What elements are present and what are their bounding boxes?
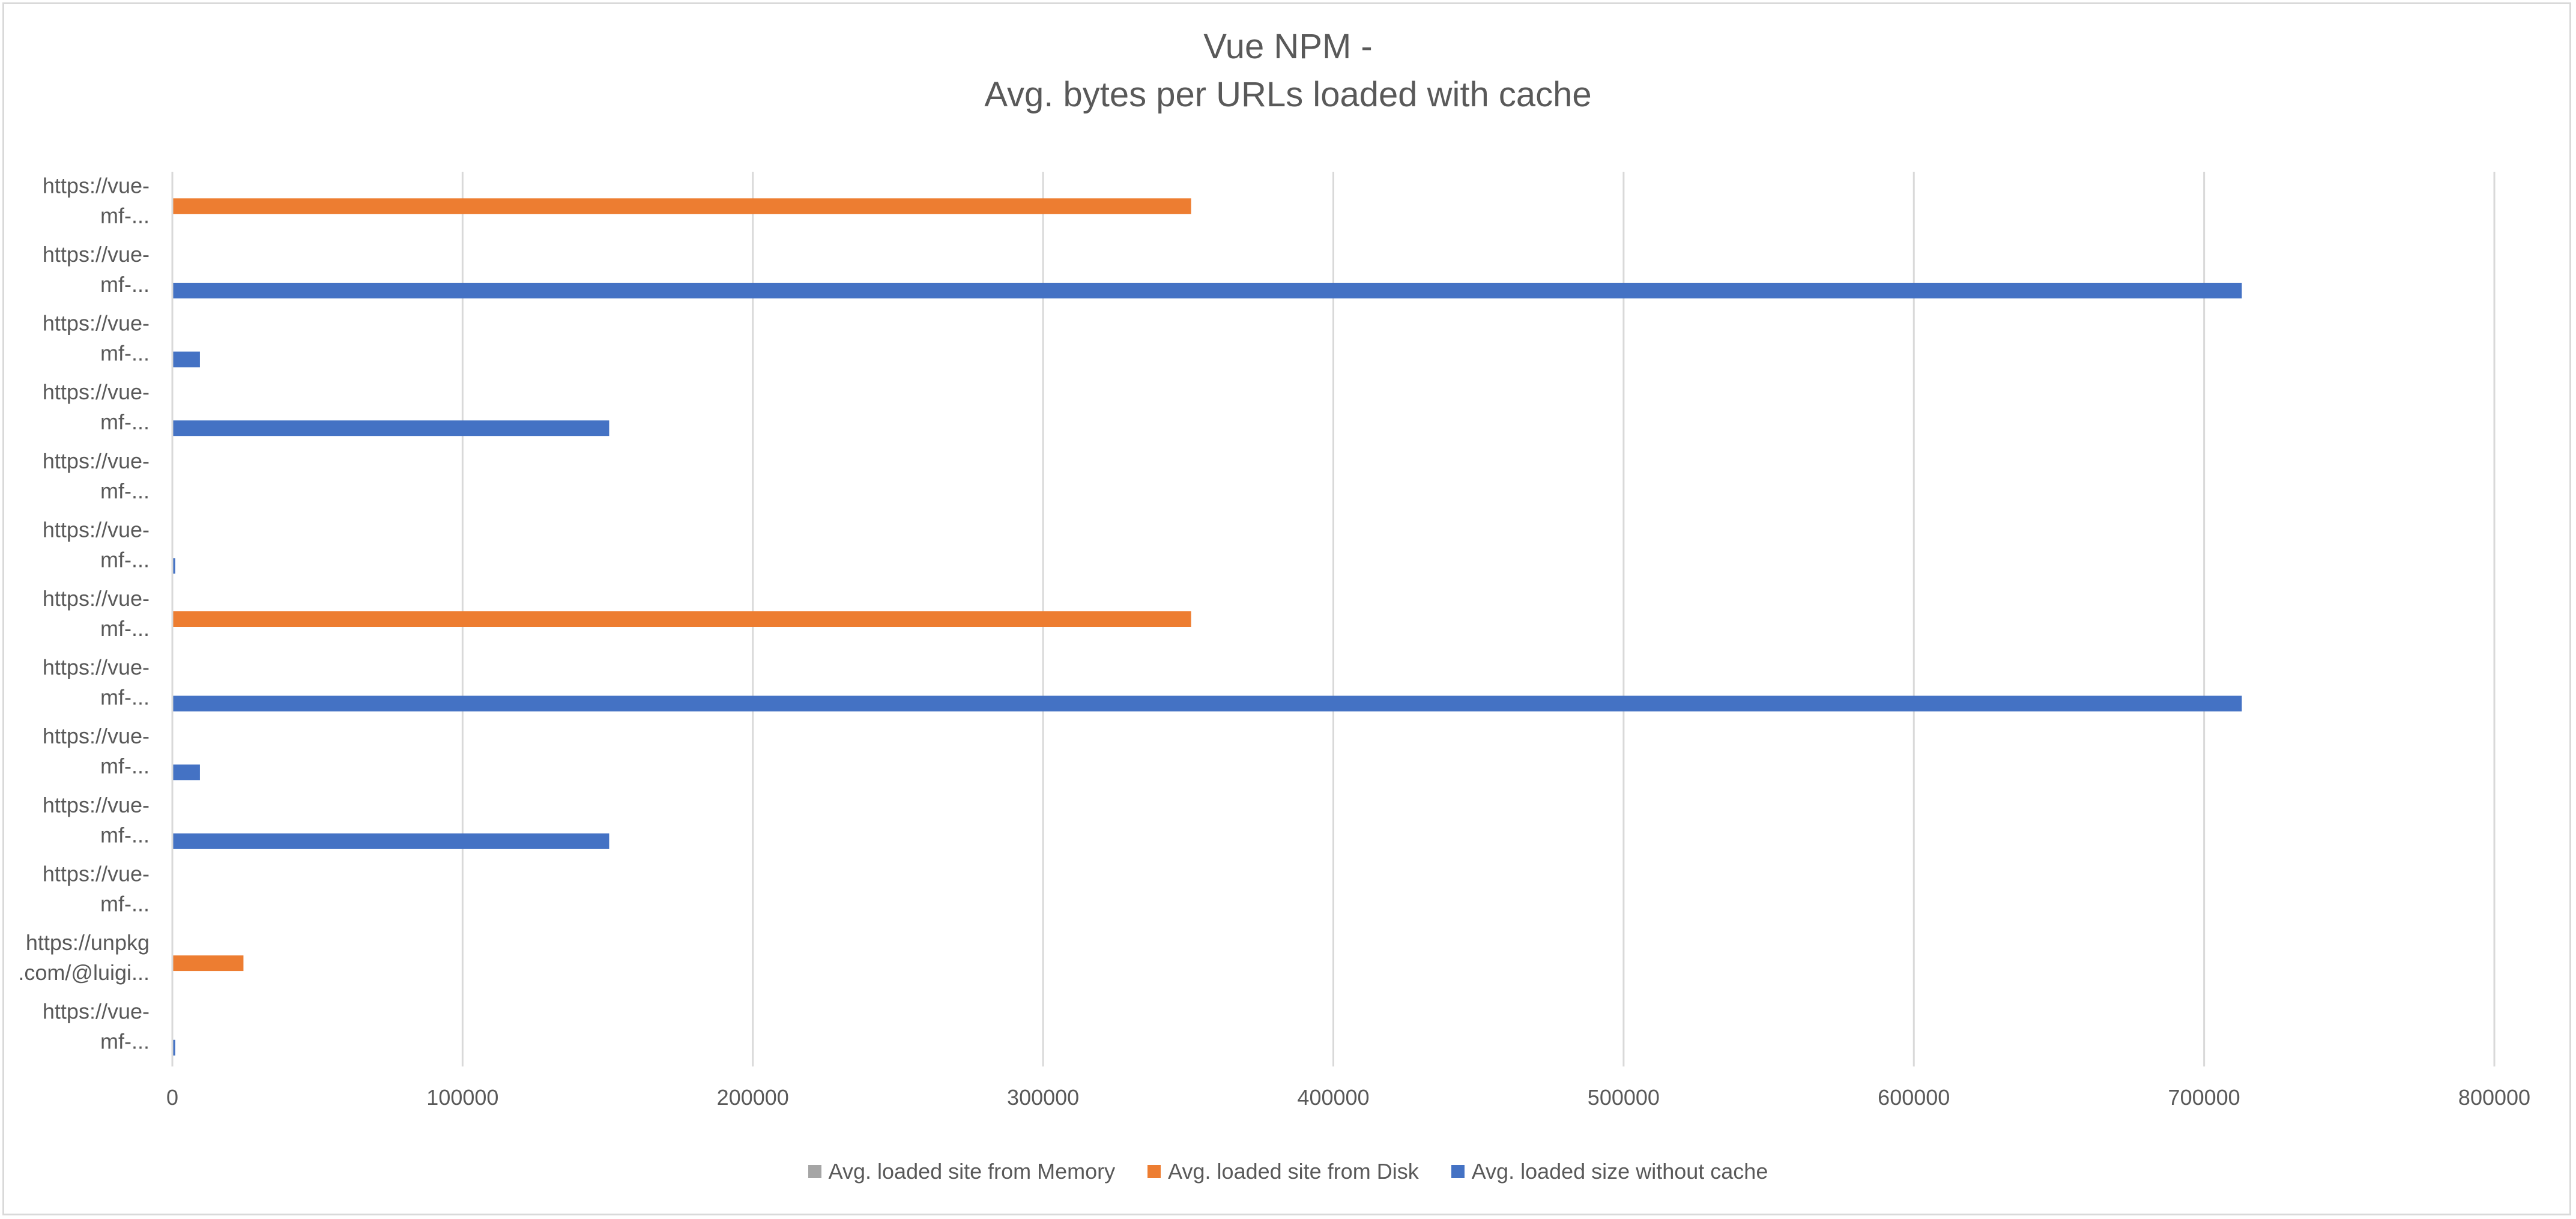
chart-title-line-1: Vue NPM - bbox=[1203, 27, 1373, 66]
category-label: https://vue-mf-... bbox=[43, 655, 150, 710]
category-label: https://vue-mf-... bbox=[43, 311, 150, 366]
legend-entry-no-cache: Avg. loaded size without cache bbox=[1451, 1159, 1768, 1184]
category-label: https://vue-mf-... bbox=[43, 586, 150, 641]
chart-title: Vue NPM - Avg. bytes per URLs loaded wit… bbox=[0, 23, 2576, 119]
chart-title-line-2: Avg. bytes per URLs loaded with cache bbox=[984, 75, 1592, 114]
x-tick-label: 300000 bbox=[1007, 1085, 1079, 1110]
category-label: https://unpkg .com/@luigi... bbox=[18, 930, 150, 985]
legend-entry-disk: Avg. loaded site from Disk bbox=[1147, 1159, 1419, 1184]
category-label-line: https://vue- bbox=[43, 999, 150, 1024]
category-label: https://vue-mf-... bbox=[43, 724, 150, 778]
legend-entry-memory: Avg. loaded site from Memory bbox=[808, 1159, 1116, 1184]
category-label-line: mf-... bbox=[100, 479, 150, 503]
x-tick-label: 800000 bbox=[2458, 1085, 2530, 1110]
category-label-line: mf-... bbox=[100, 754, 150, 778]
x-tick-label: 200000 bbox=[717, 1085, 789, 1110]
legend-swatch-memory bbox=[808, 1165, 821, 1178]
bar-no-cache bbox=[172, 695, 2242, 712]
bar-disk bbox=[172, 955, 244, 972]
category-label-line: mf-... bbox=[100, 203, 150, 228]
category-label-line: mf-... bbox=[100, 272, 150, 297]
legend-label-no-cache: Avg. loaded size without cache bbox=[1471, 1159, 1768, 1184]
legend-label-disk: Avg. loaded site from Disk bbox=[1168, 1159, 1419, 1184]
legend-swatch-disk bbox=[1147, 1165, 1161, 1178]
legend-swatch-no-cache bbox=[1451, 1165, 1465, 1178]
category-label: https://vue-mf-... bbox=[43, 999, 150, 1054]
category-label-line: mf-... bbox=[100, 341, 150, 366]
bar-no-cache bbox=[172, 558, 175, 574]
category-label-line: mf-... bbox=[100, 891, 150, 916]
x-tick-label: 600000 bbox=[1878, 1085, 1950, 1110]
category-label-line: https://vue- bbox=[43, 517, 150, 542]
category-label: https://vue-mf-... bbox=[43, 861, 150, 916]
x-tick-label: 100000 bbox=[426, 1085, 498, 1110]
bar-no-cache bbox=[172, 420, 609, 437]
category-label-line: https://vue- bbox=[43, 380, 150, 404]
category-label-line: https://vue- bbox=[43, 242, 150, 267]
category-label: https://vue-mf-... bbox=[43, 793, 150, 847]
category-label-line: https://unpkg bbox=[26, 930, 150, 955]
category-label-line: https://vue- bbox=[43, 311, 150, 336]
category-label-line: https://vue- bbox=[43, 724, 150, 748]
x-tick-label: 700000 bbox=[2168, 1085, 2240, 1110]
x-tick-label: 500000 bbox=[1588, 1085, 1660, 1110]
bars bbox=[172, 198, 2242, 1056]
bar-disk bbox=[172, 198, 1191, 214]
x-tick-label: 400000 bbox=[1297, 1085, 1369, 1110]
x-tick-labels: 0 100000 200000 300000 400000 500000 600000 700… bbox=[166, 1085, 2530, 1110]
legend: Avg. loaded site from Memory Avg. loaded… bbox=[0, 1159, 2576, 1184]
category-label-line: mf-... bbox=[100, 823, 150, 847]
bar-no-cache bbox=[172, 282, 2242, 298]
category-label: https://vue-mf-... bbox=[43, 242, 150, 297]
category-label-line: https://vue- bbox=[43, 861, 150, 886]
category-label-line: https://vue- bbox=[43, 655, 150, 680]
category-label: https://vue-mf-... bbox=[43, 517, 150, 572]
category-label-line: https://vue- bbox=[43, 173, 150, 198]
category-label: https://vue-mf-... bbox=[43, 173, 150, 228]
bar-disk bbox=[172, 611, 1191, 627]
category-label-line: https://vue- bbox=[43, 449, 150, 473]
bar-no-cache bbox=[172, 764, 200, 781]
category-label-line: https://vue- bbox=[43, 586, 150, 611]
category-label-line: mf-... bbox=[100, 410, 150, 434]
bar-no-cache bbox=[172, 1039, 175, 1056]
category-label-line: mf-... bbox=[100, 1029, 150, 1054]
x-tick-label: 0 bbox=[166, 1085, 178, 1110]
bar-no-cache bbox=[172, 351, 200, 368]
category-label: https://vue-mf-... bbox=[43, 449, 150, 503]
category-label-line: mf-... bbox=[100, 616, 150, 641]
category-label-line: https://vue- bbox=[43, 793, 150, 817]
category-label-line: mf-... bbox=[100, 685, 150, 710]
category-label-line: mf-... bbox=[100, 547, 150, 572]
bar-no-cache bbox=[172, 833, 609, 849]
category-label-line: .com/@luigi... bbox=[18, 960, 150, 985]
legend-label-memory: Avg. loaded site from Memory bbox=[828, 1159, 1116, 1184]
category-label: https://vue-mf-... bbox=[43, 380, 150, 434]
category-labels: https://vue-mf-...https://vue-mf-...http… bbox=[18, 173, 150, 1053]
